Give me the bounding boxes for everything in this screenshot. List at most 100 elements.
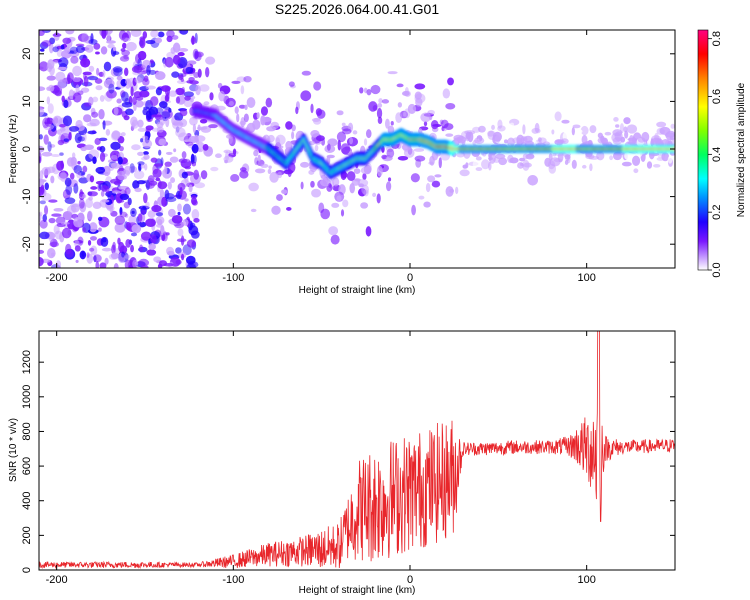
spectrogram-cell — [95, 166, 106, 174]
spectrogram-cell — [78, 177, 89, 184]
spectrogram-cell — [88, 65, 95, 72]
spectrogram-cell — [445, 133, 454, 137]
spectrogram-cell — [88, 39, 98, 45]
spectrogram-cell — [267, 168, 272, 174]
spectrogram-cell — [276, 194, 283, 201]
spectrogram-cell — [137, 127, 147, 132]
spectrogram-cell — [125, 108, 134, 116]
spectrogram-cell — [164, 161, 172, 167]
spectrogram-cell — [402, 111, 406, 117]
spectrogram-cell — [83, 75, 89, 87]
spectrogram-cell — [163, 263, 174, 267]
spectrogram-cell — [143, 151, 149, 156]
spectrogram-cell — [440, 119, 449, 129]
spectrogram-cell — [190, 36, 197, 45]
spectrogram-cell — [130, 244, 135, 253]
spectrogram-cell — [184, 198, 189, 202]
spectrogram-cell — [579, 157, 585, 164]
spectrogram-cell — [244, 104, 248, 111]
spectrogram-x-tick-label: 100 — [577, 272, 595, 284]
spectrogram-cell — [190, 195, 197, 200]
spectrogram-cell — [168, 90, 177, 97]
spectrogram-cell — [461, 139, 466, 145]
spectrogram-cell — [396, 83, 404, 88]
spectrogram-cell — [125, 238, 131, 248]
spectrogram-cell — [414, 155, 426, 162]
spectrogram-cell — [164, 86, 170, 97]
spectrogram-cell — [46, 62, 53, 73]
spectrogram-cell — [349, 182, 356, 194]
spectrogram-cell — [425, 182, 431, 193]
spectrogram-cell — [73, 183, 79, 194]
spectrogram-cell — [597, 132, 603, 139]
spectrogram-cell — [236, 113, 240, 123]
spectrogram-cell — [189, 222, 196, 228]
spectrogram-cell — [177, 211, 181, 216]
spectrogram-cell — [130, 86, 134, 97]
spectrogram-cell — [638, 124, 647, 130]
spectrogram-cell — [51, 154, 61, 158]
spectrogram-cell — [77, 136, 86, 142]
spectrogram-cell — [133, 91, 142, 99]
spectrogram-cell — [91, 111, 99, 118]
spectrogram-cell — [58, 57, 69, 68]
spectrogram-cell — [106, 89, 117, 99]
spectrogram-cell — [516, 134, 525, 146]
spectrogram-cell — [39, 231, 50, 240]
spectrogram-cell — [171, 215, 183, 224]
spectrogram-cell — [332, 177, 340, 187]
spectrogram-cell — [336, 131, 347, 143]
spectrogram-cell — [225, 134, 234, 139]
spectrogram-cell — [134, 187, 142, 193]
spectrogram-cell — [165, 232, 170, 236]
spectrogram-cell — [43, 123, 54, 131]
spectrogram-cell — [59, 124, 66, 128]
spectrogram-cell — [387, 71, 398, 75]
spectrogram-cell — [487, 130, 495, 137]
spectrogram-cell — [239, 120, 247, 126]
colorbar-label: Normalized spectral amplitude — [736, 82, 747, 217]
spectrogram-cell — [193, 169, 200, 180]
spectrogram-cell — [114, 222, 126, 233]
spectrogram-cell — [217, 82, 223, 89]
spectrogram-cell — [286, 207, 292, 211]
spectrogram-cell — [41, 166, 51, 176]
spectrogram-cell — [157, 263, 163, 268]
spectrogram-cell — [40, 184, 45, 195]
spectrogram-cell — [194, 182, 206, 189]
spectrogram-cell — [131, 224, 142, 234]
spectrogram-cell — [609, 155, 614, 161]
spectrogram-cell — [194, 134, 199, 143]
spectrogram-cell — [69, 172, 75, 180]
spectrogram-cell — [117, 156, 123, 165]
spectrogram-cell — [65, 30, 75, 35]
spectrogram-cell — [621, 161, 632, 167]
spectrogram-cell — [53, 60, 59, 64]
spectrogram-cell — [56, 160, 65, 171]
spectrogram-cell — [193, 71, 200, 78]
spectrogram-cell — [215, 153, 222, 159]
spectrogram-cell — [365, 226, 372, 237]
spectrogram-cell — [418, 128, 423, 134]
spectrogram-cell — [105, 129, 111, 136]
spectrogram-cell — [411, 204, 416, 216]
spectrogram-cell — [142, 139, 153, 149]
spectrogram-cell — [330, 234, 340, 245]
spectrogram-cell — [52, 115, 63, 127]
spectrogram-cell — [145, 110, 152, 121]
spectrogram-cell — [80, 87, 90, 93]
spectrogram-cell — [87, 130, 97, 135]
spectrogram-cell — [39, 170, 44, 181]
spectrogram-cell — [101, 184, 108, 192]
spectrogram-cell — [148, 69, 157, 76]
spectrogram-cell — [186, 263, 196, 268]
spectrogram-cell — [167, 181, 172, 190]
spectrogram-cell — [376, 193, 381, 204]
spectrogram-cell — [390, 120, 394, 126]
spectrogram-cell — [156, 126, 164, 133]
spectrogram-cell — [102, 120, 106, 130]
spectrogram-cell — [208, 124, 218, 129]
spectrogram-cell — [192, 123, 197, 134]
colorbar-tick-label: 0.0 — [711, 262, 723, 277]
